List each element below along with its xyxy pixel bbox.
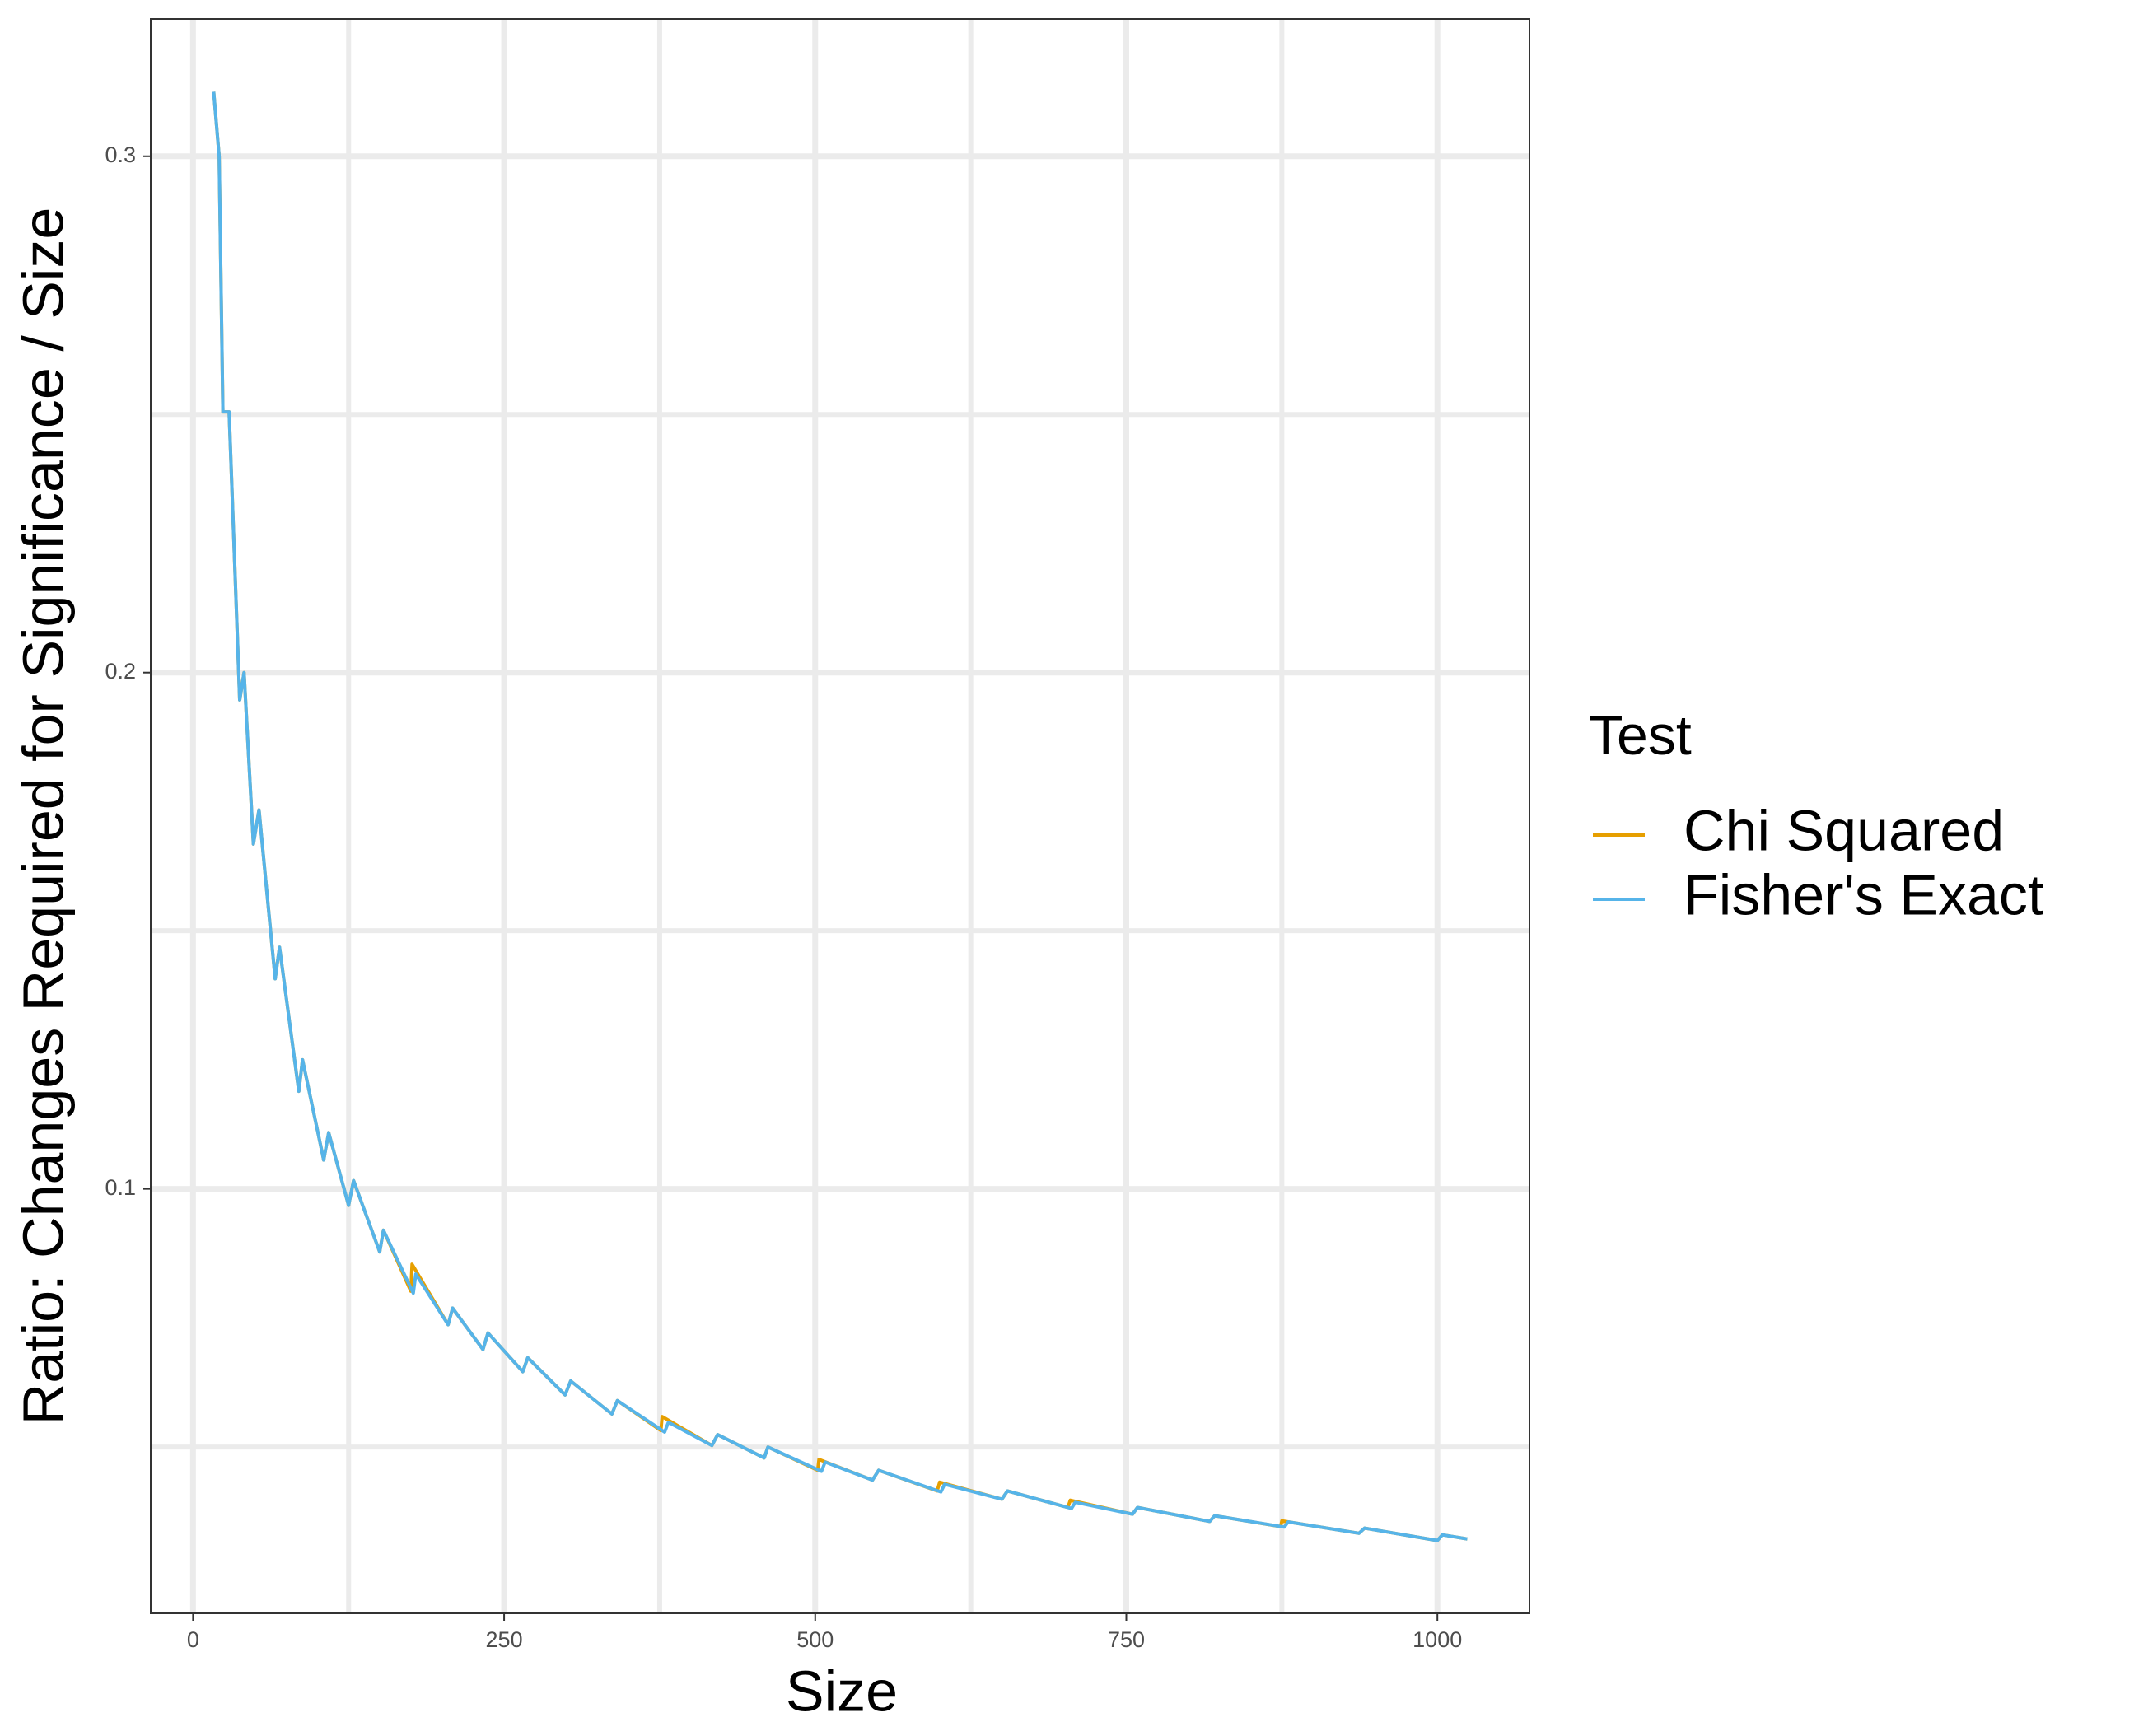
legend-title: Test — [1589, 704, 1692, 767]
series-line — [212, 91, 1468, 1542]
x-tick-label: 250 — [486, 1627, 523, 1652]
x-tick-label: 750 — [1108, 1627, 1145, 1652]
y-tick-label: 0.3 — [105, 142, 136, 167]
x-tick-label: 1000 — [1413, 1627, 1462, 1652]
y-tick-label: 0.2 — [105, 659, 136, 684]
legend-label: Fisher's Exact — [1683, 862, 2043, 926]
x-tick-label: 500 — [796, 1627, 834, 1652]
x-tick-label: 0 — [187, 1627, 199, 1652]
y-tick-label: 0.1 — [105, 1175, 136, 1200]
legend-label: Chi Squared — [1683, 798, 2004, 862]
plot-border — [150, 18, 1530, 1614]
x-axis-title: Size — [786, 1659, 898, 1723]
y-axis-title: Ratio: Changes Required for Significance… — [11, 208, 75, 1426]
series-line — [212, 91, 1468, 1542]
